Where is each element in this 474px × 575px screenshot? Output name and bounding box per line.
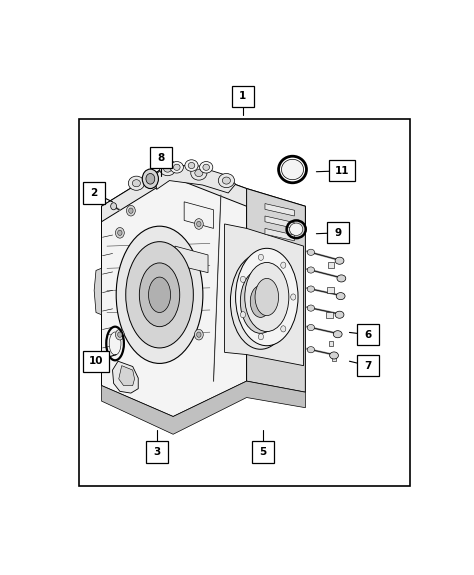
Circle shape	[194, 329, 203, 340]
Polygon shape	[175, 246, 208, 273]
Ellipse shape	[230, 254, 291, 349]
Bar	[150, 147, 173, 168]
Polygon shape	[265, 216, 294, 228]
Ellipse shape	[282, 159, 303, 179]
Polygon shape	[246, 189, 305, 392]
Ellipse shape	[329, 352, 338, 359]
Ellipse shape	[173, 164, 180, 170]
Bar	[357, 355, 379, 376]
Circle shape	[118, 332, 122, 338]
Ellipse shape	[250, 286, 271, 317]
Ellipse shape	[170, 162, 183, 173]
Bar	[328, 262, 334, 268]
Polygon shape	[112, 361, 138, 393]
Text: 1: 1	[239, 91, 246, 101]
Ellipse shape	[255, 278, 279, 316]
Bar	[326, 312, 333, 319]
Ellipse shape	[160, 162, 176, 176]
Circle shape	[281, 262, 286, 269]
Ellipse shape	[191, 166, 207, 180]
Bar	[329, 160, 356, 182]
Ellipse shape	[336, 293, 345, 300]
Ellipse shape	[200, 162, 213, 173]
Ellipse shape	[307, 324, 315, 331]
Polygon shape	[265, 204, 294, 216]
Bar	[327, 288, 334, 293]
Ellipse shape	[219, 174, 235, 187]
Text: 3: 3	[153, 447, 160, 457]
Ellipse shape	[146, 174, 155, 184]
Ellipse shape	[245, 262, 289, 332]
Ellipse shape	[335, 311, 344, 319]
Bar	[328, 222, 349, 243]
Ellipse shape	[335, 257, 344, 264]
Ellipse shape	[337, 275, 346, 282]
Bar	[83, 351, 109, 372]
Text: 10: 10	[89, 356, 103, 366]
Text: 7: 7	[364, 361, 372, 371]
Circle shape	[240, 276, 246, 282]
Bar	[83, 182, 105, 204]
Circle shape	[281, 326, 286, 332]
Bar	[80, 118, 410, 486]
Ellipse shape	[126, 242, 193, 348]
Polygon shape	[94, 268, 101, 315]
Circle shape	[258, 334, 264, 340]
Ellipse shape	[139, 263, 180, 327]
Circle shape	[197, 332, 201, 338]
Text: 8: 8	[158, 152, 165, 163]
Ellipse shape	[307, 267, 315, 273]
Circle shape	[197, 221, 201, 227]
Polygon shape	[101, 162, 305, 224]
Text: 9: 9	[335, 228, 342, 238]
Circle shape	[194, 218, 203, 229]
Bar	[357, 324, 379, 345]
Ellipse shape	[290, 223, 303, 236]
Polygon shape	[225, 224, 303, 366]
Polygon shape	[184, 202, 213, 228]
Ellipse shape	[109, 332, 121, 355]
Ellipse shape	[203, 164, 210, 170]
Ellipse shape	[142, 169, 158, 189]
Text: 5: 5	[259, 447, 267, 457]
Ellipse shape	[222, 177, 230, 184]
Circle shape	[240, 312, 246, 318]
Polygon shape	[265, 228, 294, 241]
Bar	[252, 442, 274, 463]
Ellipse shape	[307, 249, 315, 255]
Ellipse shape	[116, 226, 203, 363]
Polygon shape	[119, 366, 135, 386]
Polygon shape	[101, 381, 305, 434]
Ellipse shape	[333, 331, 342, 338]
Circle shape	[128, 208, 133, 213]
Ellipse shape	[195, 170, 203, 177]
Text: 2: 2	[91, 188, 98, 198]
Circle shape	[116, 329, 124, 340]
Ellipse shape	[307, 305, 315, 311]
Bar	[146, 442, 168, 463]
Bar	[329, 342, 333, 346]
Ellipse shape	[164, 165, 172, 172]
Circle shape	[258, 254, 264, 260]
Ellipse shape	[240, 270, 281, 334]
Circle shape	[116, 228, 124, 238]
Circle shape	[291, 294, 296, 300]
Ellipse shape	[185, 160, 198, 171]
Bar	[232, 86, 254, 107]
Ellipse shape	[110, 203, 117, 210]
Ellipse shape	[132, 180, 140, 187]
Polygon shape	[155, 164, 236, 193]
Ellipse shape	[307, 347, 315, 353]
Ellipse shape	[236, 248, 298, 346]
Circle shape	[127, 205, 135, 216]
Ellipse shape	[307, 286, 315, 292]
Ellipse shape	[188, 162, 195, 168]
Ellipse shape	[148, 277, 171, 313]
Text: 11: 11	[335, 166, 349, 176]
Text: 6: 6	[364, 329, 372, 340]
Circle shape	[118, 230, 122, 236]
Bar	[332, 356, 336, 361]
Polygon shape	[101, 162, 246, 416]
Ellipse shape	[128, 176, 145, 190]
